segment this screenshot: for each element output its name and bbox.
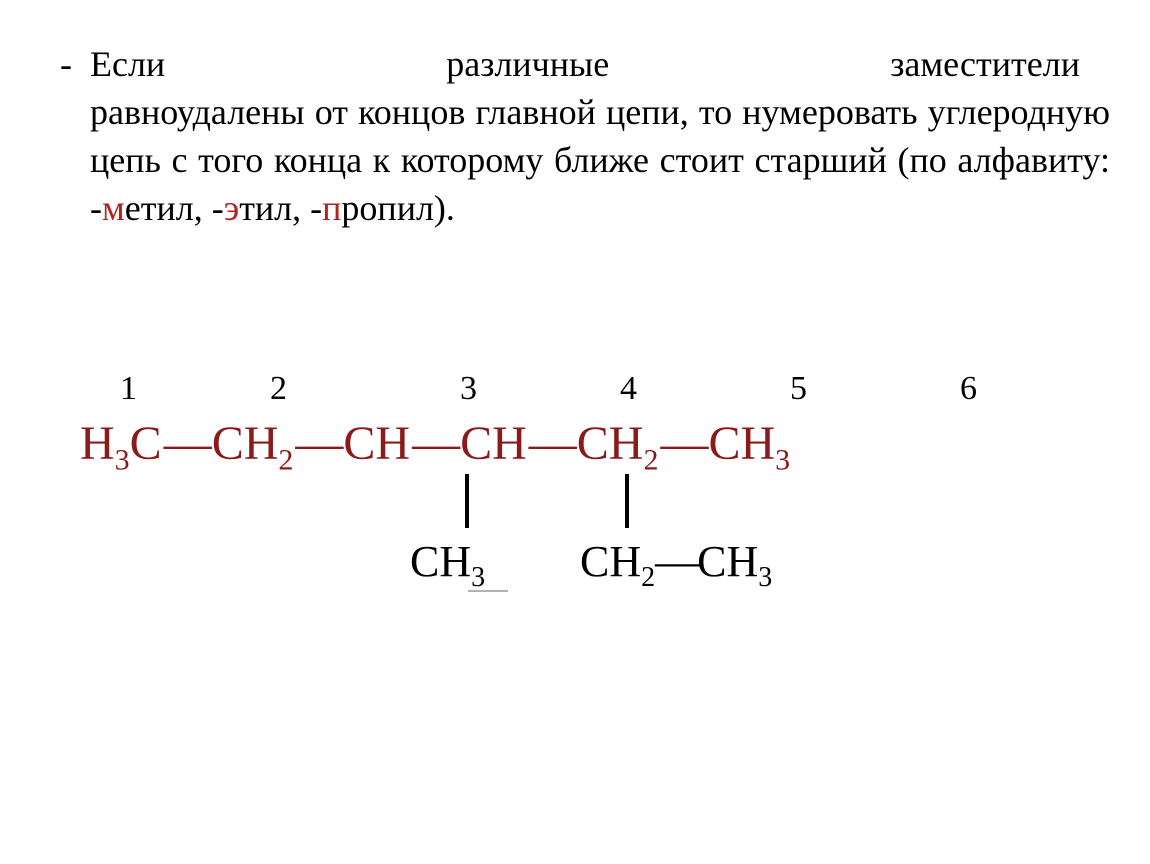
c6s: 3	[775, 444, 790, 477]
line1: Если различные заместители	[90, 40, 1080, 88]
bond-2: —	[293, 414, 343, 474]
carbon-number-5: 5	[790, 370, 807, 408]
c5s: 2	[643, 444, 658, 477]
c2s: 2	[278, 444, 293, 477]
artifact-underline	[468, 590, 508, 592]
eb-cs: 3	[758, 562, 772, 593]
eb-a: CH	[580, 537, 641, 586]
bond-3: —	[410, 414, 460, 474]
ethyl-branch: CH2—CH3	[580, 536, 772, 587]
methyl-branch: CH3	[410, 536, 485, 587]
c3a: CH	[343, 417, 410, 470]
rest-text: равноудалены от концов главной цепи, то …	[90, 92, 1110, 180]
bond-5: —	[658, 414, 708, 474]
mb-a: CH	[410, 537, 471, 586]
bullet-dash: -	[60, 40, 72, 88]
chain-c1: H3C	[80, 414, 162, 474]
mb-s: 3	[471, 562, 485, 593]
p2-hl: э	[224, 188, 239, 228]
p2-prefix: -	[212, 188, 224, 228]
c2a: CH	[212, 417, 279, 470]
p2-rest: тил	[239, 188, 292, 228]
w1: Если	[90, 40, 165, 88]
sep2: ,	[292, 188, 310, 228]
p3-rest: ропил	[341, 188, 434, 228]
carbon-number-2: 2	[270, 370, 287, 408]
carbon-number-3: 3	[460, 370, 477, 408]
branch-bond-1	[465, 474, 469, 528]
w3: заместители	[890, 40, 1080, 88]
chain-c3: CH	[343, 414, 410, 474]
chain-c5: CH2	[577, 414, 659, 474]
chain-c2: CH2	[212, 414, 294, 474]
molecule: 1 2 3 4 5 6 H3C — CH2 — CH — CH — CH2 — …	[80, 370, 1080, 694]
carbon-numbers: 1 2 3 4 5 6	[80, 370, 1080, 414]
eb-c: CH	[697, 537, 758, 586]
bond-4: —	[527, 414, 577, 474]
c1b: C	[130, 417, 162, 470]
p1-hl: м	[102, 188, 125, 228]
slide: - Если различные заместители равноудален…	[0, 0, 1150, 864]
bond-1: —	[162, 414, 212, 474]
p1-prefix: -	[90, 188, 102, 228]
p3-prefix: -	[310, 188, 322, 228]
eb-bond: —	[655, 537, 697, 586]
branches: CH3 CH2—CH3	[80, 474, 1080, 694]
carbon-number-1: 1	[120, 370, 137, 408]
c6a: CH	[708, 417, 775, 470]
carbon-number-6: 6	[960, 370, 977, 408]
chain-c4: CH	[460, 414, 527, 474]
p1-rest: етил	[125, 188, 194, 228]
eb-s: 2	[641, 562, 655, 593]
c1a: H	[80, 417, 115, 470]
branch-bond-2	[625, 474, 629, 528]
c1s: 3	[115, 444, 130, 477]
rule-paragraph: Если различные заместители равноудалены …	[90, 40, 1110, 232]
chain-c6: CH3	[708, 414, 790, 474]
carbon-number-4: 4	[620, 370, 637, 408]
bullet-row: - Если различные заместители равноудален…	[60, 40, 1110, 232]
p3-hl: п	[322, 188, 341, 228]
c4a: CH	[460, 417, 527, 470]
w2: различные	[446, 40, 609, 88]
c5a: CH	[577, 417, 644, 470]
tail: ).	[434, 188, 455, 228]
sep1: ,	[194, 188, 212, 228]
main-chain: H3C — CH2 — CH — CH — CH2 — CH3	[80, 414, 1080, 474]
